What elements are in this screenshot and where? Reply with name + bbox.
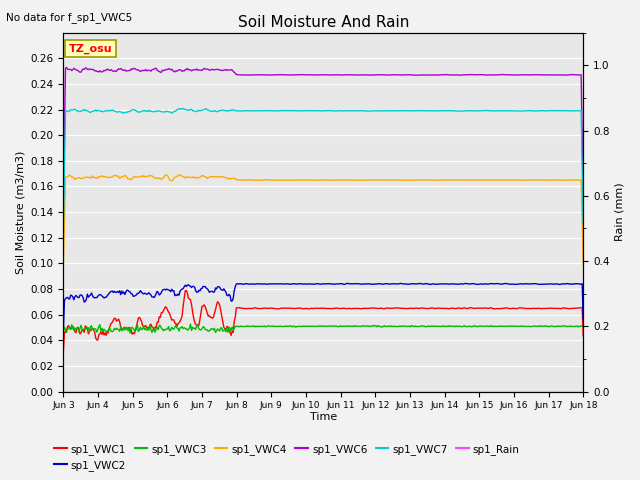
Legend: sp1_VWC1, sp1_VWC2, sp1_VWC3, sp1_VWC4, sp1_VWC6, sp1_VWC7, sp1_Rain: sp1_VWC1, sp1_VWC2, sp1_VWC3, sp1_VWC4, …	[50, 439, 524, 475]
X-axis label: Time: Time	[310, 412, 337, 422]
Text: No data for f_sp1_VWC5: No data for f_sp1_VWC5	[6, 12, 132, 23]
Y-axis label: Rain (mm): Rain (mm)	[615, 183, 625, 241]
Y-axis label: Soil Moisture (m3/m3): Soil Moisture (m3/m3)	[15, 150, 25, 274]
Title: Soil Moisture And Rain: Soil Moisture And Rain	[237, 15, 409, 30]
Text: TZ_osu: TZ_osu	[68, 43, 112, 54]
